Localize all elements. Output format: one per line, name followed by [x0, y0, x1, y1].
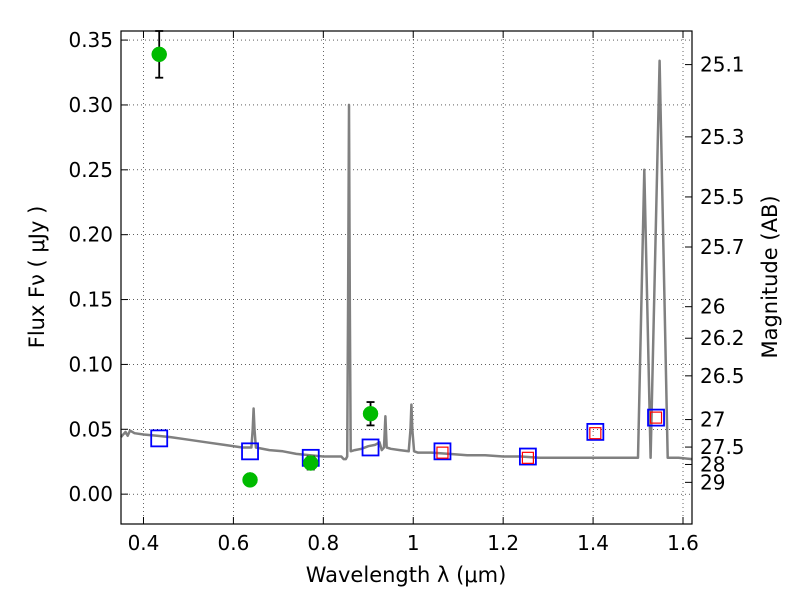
mag-tick-label: 25.5: [700, 185, 745, 209]
model-photometry-square: [586, 422, 605, 441]
y-tick-label: 0.30: [68, 93, 113, 117]
observed-photometry-point: [362, 405, 379, 422]
x-tick-label: 0.8: [307, 531, 339, 555]
model-photometry-square: [150, 429, 169, 448]
mag-tick-label: 29: [700, 470, 725, 494]
mag-tick-label: 26.5: [700, 364, 745, 388]
model-spectrum-layer: [120, 59, 693, 461]
observed-photometry-point: [242, 472, 258, 488]
mag-tick-label: 25.1: [700, 53, 745, 77]
mag-tick-label: 27: [700, 408, 725, 432]
x-tick-label: 1: [407, 531, 420, 555]
x-tick-label: 1.4: [577, 531, 609, 555]
model-photometry-square: [647, 408, 665, 427]
y-tick-label: 0.35: [68, 28, 113, 52]
mag-tick-label: 26: [700, 295, 725, 319]
y-axis-title: Flux Fν ( μJy ): [25, 206, 49, 349]
model-photometry-inner-square: [649, 411, 663, 424]
y-tick-label: 0.00: [68, 482, 113, 506]
x-tick-label: 1.2: [487, 531, 519, 555]
model-photometry-inner-square: [589, 427, 602, 440]
plot-frame: [120, 30, 693, 525]
model-photometry-inner-square: [521, 451, 534, 464]
observed-photometry-point: [151, 46, 167, 63]
photometry-layer: [150, 30, 665, 488]
model-photometry-square: [518, 447, 537, 466]
model-photometry-square: [361, 438, 380, 457]
mag-tick-label: 28: [700, 452, 725, 476]
model-photometry-inner-square: [436, 446, 449, 459]
tick-layer: 0.4 0.6 0.8 1 1.2 1.4 1.6 0.00 0.05 0.10 0.15 0.20 0…: [68, 28, 744, 555]
mag-tick-label: 27.5: [700, 435, 745, 459]
model-photometry-square: [433, 442, 452, 461]
y-tick-label: 0.10: [68, 352, 113, 376]
model-spectrum-line: [120, 59, 693, 461]
model-photometry-square: [241, 442, 259, 461]
mag-tick-label: 25.7: [700, 235, 745, 259]
x-tick-label: 0.4: [128, 531, 160, 555]
x-axis-title: Wavelength λ (μm): [306, 563, 507, 587]
x-tick-label: 0.6: [217, 531, 249, 555]
mag-tick-label: 26.2: [700, 326, 745, 350]
right-axis-title: Magnitude (AB): [758, 195, 782, 358]
y-tick-label: 0.05: [68, 417, 113, 441]
y-tick-label: 0.15: [68, 288, 113, 312]
mag-tick-label: 25.3: [700, 125, 745, 149]
y-tick-label: 0.25: [68, 158, 113, 182]
x-tick-label: 1.6: [667, 531, 699, 555]
y-tick-label: 0.20: [68, 223, 113, 247]
observed-photometry-point: [302, 455, 319, 471]
